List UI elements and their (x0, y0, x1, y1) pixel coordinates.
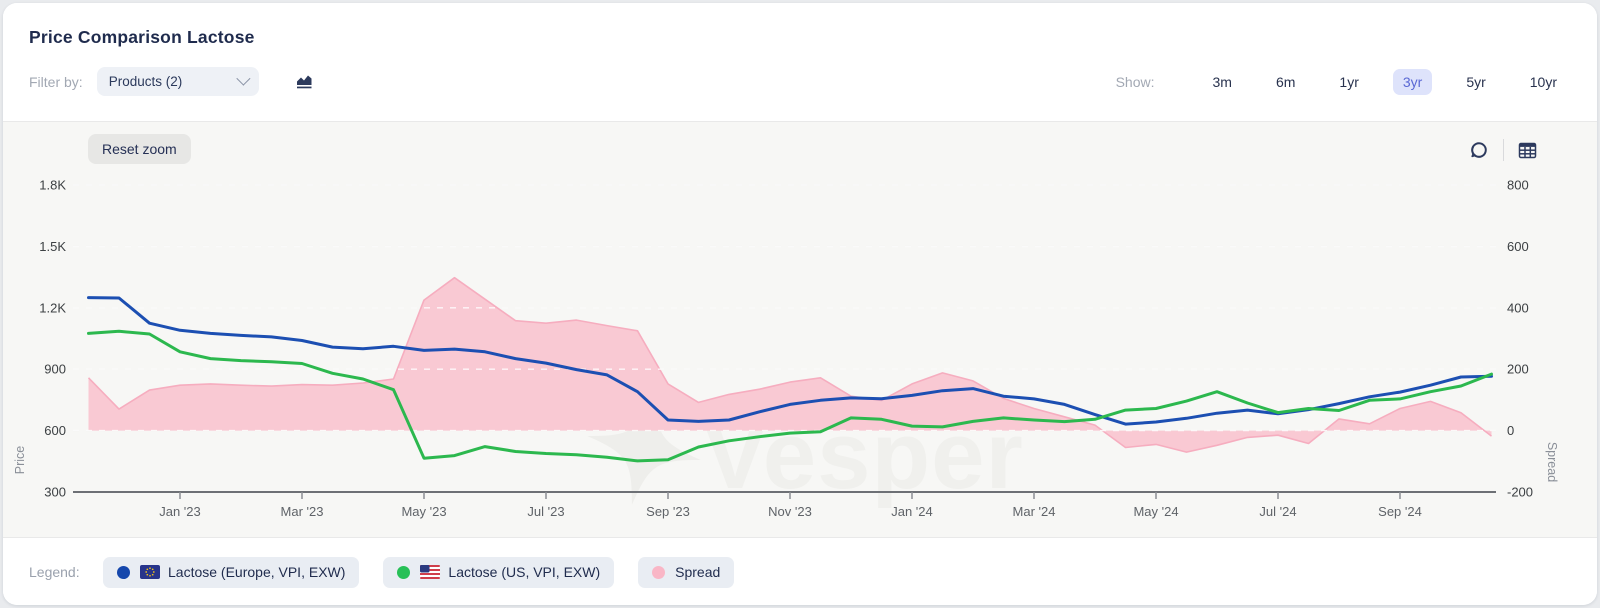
x-tick-label: Mar '23 (281, 504, 324, 519)
chart-toolbar-icons (1467, 138, 1539, 162)
x-tick-label: Nov '23 (768, 504, 812, 519)
x-tick-label: Sep '24 (1378, 504, 1422, 519)
us-series-dot (397, 565, 411, 579)
toolbar-divider (1503, 139, 1504, 161)
us-flag-icon (420, 565, 441, 579)
left-tick-label: 600 (44, 423, 66, 438)
x-tick-label: Sep '23 (646, 504, 690, 519)
legend-item-spread[interactable]: Spread (638, 556, 735, 588)
legend-item-europe[interactable]: Lactose (Europe, VPI, EXW) (103, 556, 360, 588)
right-tick-label: -200 (1507, 485, 1533, 500)
range-option-3yr[interactable]: 3yr (1392, 69, 1433, 95)
area-chart-icon[interactable] (295, 73, 314, 90)
series-line-1 (87, 329, 1493, 463)
left-tick-label: 900 (44, 362, 66, 377)
chart-area: Reset zoom (3, 122, 1597, 538)
table-icon[interactable] (1516, 139, 1539, 162)
chevron-down-icon (236, 71, 251, 86)
left-tick-label: 1.8K (39, 178, 66, 193)
series-line-0 (87, 296, 1493, 426)
right-tick-label: 600 (1507, 239, 1529, 254)
legend-item-label: Lactose (Europe, VPI, EXW) (168, 564, 346, 580)
range-option-3m[interactable]: 3m (1212, 74, 1232, 90)
price-comparison-card: Price Comparison Lactose Filter by: Prod… (3, 3, 1597, 605)
card-header: Price Comparison Lactose Filter by: Prod… (3, 3, 1597, 122)
products-dropdown-value: Products (2) (108, 74, 183, 89)
products-dropdown[interactable]: Products (2) (96, 67, 259, 96)
comment-icon[interactable] (1467, 138, 1491, 162)
reset-zoom-button[interactable]: Reset zoom (88, 134, 191, 164)
right-tick-label: 200 (1507, 362, 1529, 377)
range-selector: Show: 3m 6m 1yr 3yr 5yr 10yr (1116, 69, 1567, 95)
price-chart[interactable]: Vesper Jan '23 Mar '23 May '23 Jul '23 Sep '… (3, 122, 1597, 537)
legend-label: Legend: (29, 564, 80, 580)
spread-area (88, 277, 1492, 453)
x-tick-label: Jan '24 (891, 504, 933, 519)
legend: Legend: Lactose (Europe, VPI, EXW) (3, 538, 1597, 605)
x-tick-label: Mar '24 (1013, 504, 1056, 519)
left-tick-label: 1.5K (39, 239, 66, 254)
range-option-10yr[interactable]: 10yr (1529, 74, 1557, 90)
range-option-1yr[interactable]: 1yr (1339, 74, 1359, 90)
x-tick-label: Jan '23 (159, 504, 201, 519)
right-axis-title: Spread (1545, 442, 1559, 482)
filter-by-label: Filter by: (29, 73, 83, 90)
right-tick-label: 0 (1507, 423, 1514, 438)
left-axis-title: Price (13, 446, 27, 475)
left-tick-label: 300 (44, 485, 66, 500)
range-option-6m[interactable]: 6m (1275, 74, 1296, 90)
show-label: Show: (1115, 74, 1155, 90)
x-tick-label: May '24 (1133, 504, 1178, 519)
legend-item-label: Spread (675, 564, 721, 580)
legend-item-label: Lactose (US, VPI, EXW) (448, 564, 601, 580)
right-tick-label: 400 (1507, 300, 1529, 315)
spread-series-dot (652, 565, 666, 579)
page-title: Price Comparison Lactose (29, 27, 255, 47)
eu-flag-icon (140, 565, 160, 579)
right-tick-label: 800 (1507, 178, 1529, 193)
filter-row: Filter by: Products (2) (29, 67, 314, 96)
x-tick-label: Jul '23 (527, 504, 564, 519)
legend-item-us[interactable]: Lactose (US, VPI, EXW) (383, 556, 615, 588)
europe-series-dot (117, 565, 130, 579)
x-tick-label: May '23 (401, 504, 446, 519)
left-tick-label: 1.2K (39, 300, 66, 315)
x-tick-label: Jul '24 (1259, 504, 1296, 519)
range-option-5yr[interactable]: 5yr (1466, 74, 1486, 90)
spread-edge (87, 276, 1492, 453)
